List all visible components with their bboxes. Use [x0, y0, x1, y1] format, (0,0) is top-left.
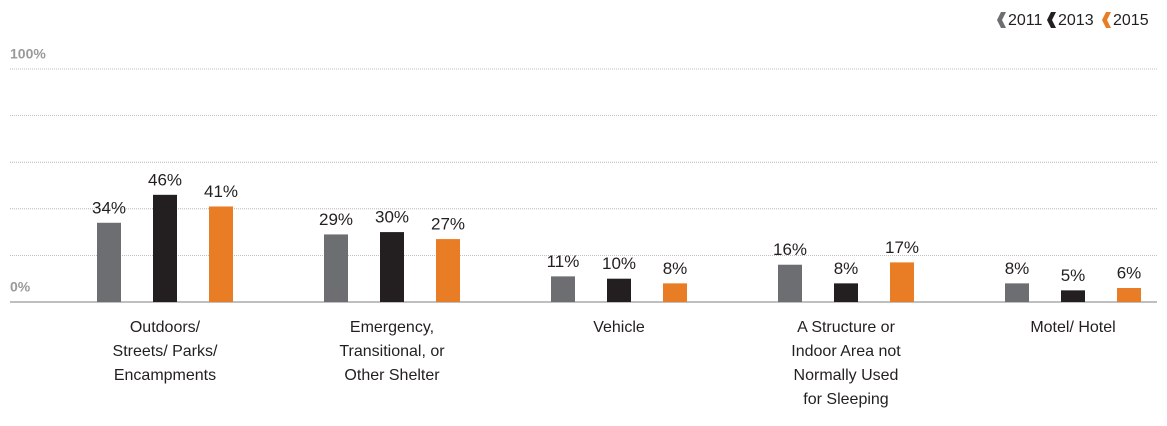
x-tick-label: Emergency, Transitional, or Other Shelter	[339, 319, 445, 384]
bar	[97, 222, 121, 302]
x-tick-label: Motel/ Hotel	[1030, 319, 1115, 336]
bar	[1005, 283, 1029, 302]
bar	[1061, 290, 1085, 302]
bar	[436, 239, 460, 302]
value-label: 5%	[1061, 266, 1086, 285]
legend-label: 2013	[1058, 12, 1094, 29]
value-label: 27%	[431, 215, 465, 234]
bar	[890, 262, 914, 302]
value-label: 10%	[602, 254, 636, 273]
bar	[834, 283, 858, 302]
value-label: 8%	[1005, 259, 1030, 278]
value-label: 11%	[547, 252, 580, 271]
bar	[153, 194, 177, 302]
bar	[209, 206, 233, 302]
bar	[324, 234, 348, 302]
legend-swatch	[1047, 12, 1056, 28]
value-label: 30%	[375, 208, 409, 227]
value-label: 6%	[1117, 264, 1142, 283]
legend-label: 2015	[1113, 12, 1149, 29]
legend-swatch	[997, 12, 1006, 28]
y-tick-label: 0%	[10, 279, 31, 295]
x-tick-label: A Structure or Indoor Area not Normally Us…	[791, 319, 901, 408]
legend-swatch	[1102, 12, 1111, 28]
legend-label: 2011	[1008, 12, 1043, 29]
value-label: 34%	[92, 198, 126, 217]
x-tick-label: Outdoors/Streets/ Parks/Encampments	[113, 319, 218, 384]
y-tick-label: 100%	[10, 46, 46, 62]
bar	[1117, 288, 1141, 302]
bar	[607, 278, 631, 302]
bar	[551, 276, 575, 302]
x-tick-label: Vehicle	[593, 319, 645, 336]
value-label: 8%	[834, 259, 859, 278]
value-label: 8%	[663, 259, 688, 278]
value-label: 16%	[773, 240, 807, 259]
bar	[778, 264, 802, 302]
value-label: 46%	[148, 170, 182, 189]
value-label: 17%	[885, 238, 919, 257]
value-label: 41%	[204, 182, 238, 201]
bar	[380, 232, 404, 302]
value-label: 29%	[319, 210, 353, 229]
bar	[663, 283, 687, 302]
